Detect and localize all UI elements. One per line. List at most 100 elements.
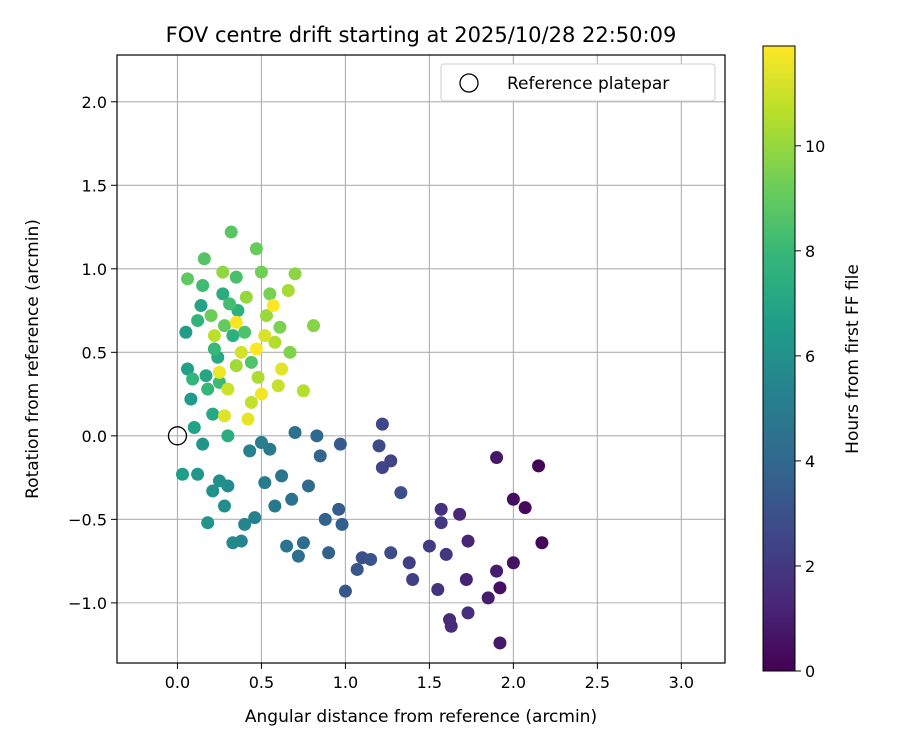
data-point — [444, 619, 458, 633]
data-point — [199, 369, 213, 383]
data-point — [181, 272, 195, 286]
data-point — [384, 546, 398, 560]
data-point — [406, 572, 420, 586]
legend-label: Reference platepar — [507, 74, 669, 94]
data-point — [402, 556, 416, 570]
y-tick-label: 1.0 — [82, 260, 107, 279]
data-point — [217, 319, 231, 333]
data-point — [266, 299, 280, 313]
data-point — [217, 409, 231, 423]
data-point — [244, 395, 258, 409]
data-point — [226, 536, 240, 550]
data-point — [288, 425, 302, 439]
data-point — [204, 309, 218, 323]
y-tick-label: 1.5 — [82, 176, 107, 195]
data-point — [196, 437, 210, 451]
legend-marker — [459, 73, 479, 93]
data-point — [431, 583, 445, 597]
data-point — [206, 484, 220, 498]
data-point — [238, 325, 252, 339]
data-point — [226, 329, 240, 343]
data-point — [273, 320, 287, 334]
data-point — [283, 345, 297, 359]
data-point — [506, 556, 520, 570]
data-point — [194, 299, 208, 313]
data-point — [350, 562, 364, 576]
data-point — [275, 362, 289, 376]
legend-box — [440, 63, 716, 102]
data-point — [275, 469, 289, 483]
data-point — [434, 516, 448, 530]
data-point — [263, 287, 277, 301]
data-point — [216, 287, 230, 301]
data-point — [176, 467, 190, 481]
data-point — [535, 536, 549, 550]
data-point — [197, 252, 211, 266]
data-point — [258, 476, 272, 490]
data-point — [318, 512, 332, 526]
data-point — [461, 606, 475, 620]
data-point — [453, 507, 467, 521]
data-point — [280, 539, 294, 553]
data-point — [281, 284, 295, 298]
data-point — [493, 636, 507, 650]
data-point — [217, 499, 231, 513]
colorbar-ticks: 0 2 4 6 8 10 — [795, 137, 825, 681]
data-point — [191, 314, 205, 328]
data-point — [313, 449, 327, 463]
x-axis-label: Angular distance from reference (arcmin) — [245, 707, 597, 727]
data-point — [249, 242, 263, 256]
data-point — [207, 329, 221, 343]
data-point — [310, 429, 324, 443]
x-tick-label: 1.5 — [417, 673, 442, 692]
data-point — [481, 591, 495, 605]
data-point — [223, 297, 237, 311]
data-point — [184, 392, 198, 406]
data-point — [532, 459, 546, 473]
data-point — [251, 370, 265, 384]
data-point — [506, 492, 520, 506]
colorbar-tick-label: 4 — [805, 452, 815, 471]
data-point — [296, 384, 310, 398]
data-point — [221, 429, 235, 443]
data-point — [229, 270, 243, 284]
x-tick-label: 2.5 — [585, 673, 610, 692]
data-point — [244, 355, 258, 369]
data-point — [493, 581, 507, 595]
data-point — [229, 359, 243, 373]
data-point — [364, 552, 378, 566]
data-point — [179, 325, 193, 339]
data-point — [291, 549, 305, 563]
data-point — [201, 382, 215, 396]
data-point — [322, 546, 336, 560]
data-point — [258, 329, 272, 343]
data-point — [372, 439, 386, 453]
data-point — [196, 279, 210, 293]
data-point — [229, 315, 243, 329]
data-point — [254, 436, 268, 450]
data-point — [439, 547, 453, 561]
y-tick-label: 0.5 — [82, 343, 107, 362]
grid — [117, 55, 725, 663]
data-point — [335, 517, 349, 531]
legend: Reference platepar — [440, 63, 716, 102]
data-point — [375, 417, 389, 431]
data-point — [461, 534, 475, 548]
data-point — [285, 492, 299, 506]
data-point — [288, 267, 302, 281]
colorbar-tick-label: 0 — [805, 662, 815, 681]
x-tick-label: 2.0 — [501, 673, 526, 692]
data-point — [307, 319, 321, 333]
data-point — [296, 536, 310, 550]
data-point — [338, 584, 352, 598]
data-point — [239, 290, 253, 304]
data-point — [254, 265, 268, 279]
data-point — [216, 265, 230, 279]
plot-frame — [116, 54, 726, 664]
data-point — [375, 461, 389, 475]
y-tick-label: −0.5 — [68, 510, 107, 529]
data-point — [248, 511, 262, 525]
data-point — [187, 420, 201, 434]
data-point — [207, 342, 221, 356]
